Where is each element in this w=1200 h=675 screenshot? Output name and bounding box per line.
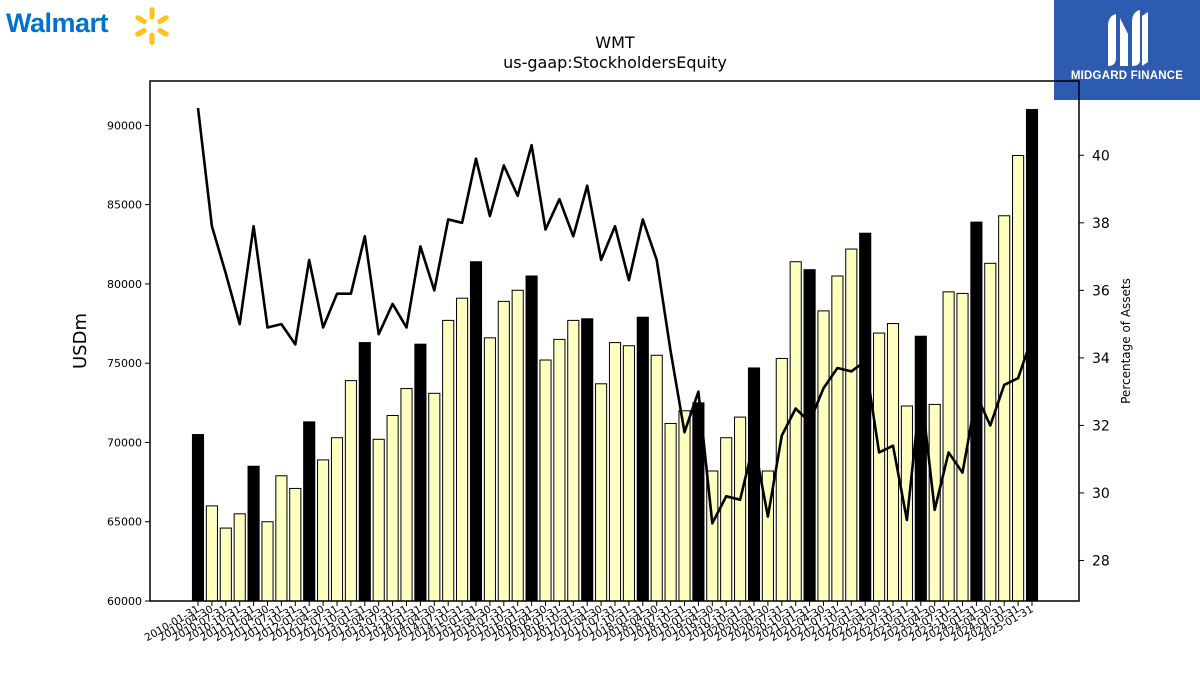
bar	[317, 459, 330, 602]
bar	[372, 438, 385, 602]
bar	[539, 359, 552, 602]
bar	[511, 289, 524, 602]
y-tick-label: 80000	[107, 278, 142, 291]
y2-tick-label: 36	[1092, 283, 1110, 299]
bar	[442, 319, 455, 602]
chart-subtitle: us-gaap:StockholdersEquity	[503, 53, 727, 72]
bar	[428, 392, 441, 602]
y2-tick-label: 32	[1092, 418, 1110, 434]
bar	[942, 291, 955, 602]
bars-layer	[191, 109, 1039, 602]
y-tick-label: 60000	[107, 595, 142, 608]
y2-axis-label: Percentage of Assets	[1119, 278, 1133, 404]
bar	[205, 505, 218, 602]
bar	[567, 319, 580, 602]
y-tick-label: 65000	[107, 516, 142, 529]
bar	[775, 357, 788, 602]
bar	[581, 318, 594, 602]
walmart-wordmark: Walmart	[6, 8, 109, 38]
bar	[233, 513, 246, 602]
y-tick-label: 85000	[107, 199, 142, 212]
bar	[608, 342, 622, 602]
bar	[553, 338, 566, 602]
y2-tick-label: 40	[1092, 148, 1110, 164]
y2-tick-label: 34	[1092, 351, 1110, 367]
bar	[497, 300, 510, 602]
bar	[330, 437, 344, 602]
bar	[261, 521, 274, 602]
bar	[678, 410, 691, 602]
bar	[831, 275, 844, 602]
bar	[275, 475, 288, 602]
bar	[622, 345, 635, 602]
bar	[845, 248, 858, 602]
y-tick-label: 90000	[107, 119, 142, 132]
bar	[358, 342, 371, 602]
bar	[873, 332, 886, 602]
bar	[386, 415, 399, 602]
percentage-of-assets-line	[196, 107, 1034, 525]
y-axis-label: USDm	[70, 313, 91, 369]
y2-tick-label: 30	[1092, 486, 1110, 502]
bar	[914, 335, 927, 602]
bar	[400, 388, 413, 602]
bar	[747, 367, 761, 602]
y-tick-label: 75000	[107, 357, 142, 370]
walmart-spark-icon	[135, 7, 169, 45]
bar	[344, 380, 357, 602]
bar	[734, 416, 747, 602]
bar	[289, 487, 302, 602]
y2-tick-label: 38	[1092, 216, 1110, 232]
bar	[303, 421, 316, 602]
chart-title: WMT	[595, 33, 635, 52]
bar	[469, 261, 483, 602]
line-layer	[196, 107, 1034, 525]
bar	[664, 422, 677, 602]
bar	[483, 337, 496, 602]
bar	[998, 215, 1011, 602]
bar	[456, 297, 469, 602]
bar	[817, 310, 830, 602]
midgard-wordmark: MIDGARD FINANCE	[1070, 70, 1184, 82]
bar	[1025, 109, 1039, 602]
bar	[525, 275, 538, 602]
plot-frame	[149, 80, 1080, 602]
bar	[650, 354, 663, 602]
bar	[803, 269, 816, 602]
bar	[191, 434, 205, 602]
y2-tick-label: 28	[1092, 553, 1110, 569]
midgard-emblem-icon	[1108, 10, 1148, 66]
bar	[636, 316, 649, 602]
bar	[247, 465, 260, 602]
bar	[720, 437, 733, 602]
y-tick-label: 70000	[107, 436, 142, 449]
bar	[414, 343, 427, 602]
axes-layer: 60000 65000 70000 75000 80000 85000 90000 28 30 3…	[107, 119, 1110, 644]
bar	[595, 383, 608, 602]
walmart-logo: Walmart	[6, 4, 176, 48]
bar	[859, 232, 872, 602]
bar	[219, 527, 232, 602]
bar	[984, 262, 997, 602]
bar	[789, 261, 802, 602]
